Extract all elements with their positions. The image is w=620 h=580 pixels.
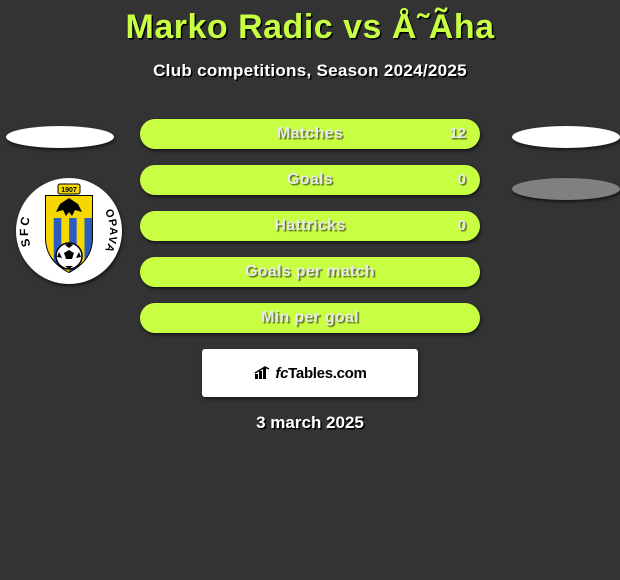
- stats-column: Matches 12 Goals 0 Hattricks 0 Goals per…: [140, 119, 480, 397]
- stat-label: Goals per match: [140, 257, 480, 287]
- fctables-brand-box[interactable]: fcTables.com: [202, 349, 418, 397]
- chart-icon: [253, 365, 273, 381]
- fctables-brand: fcTables.com: [253, 365, 366, 382]
- left-ellipse-1: [6, 126, 114, 148]
- page-title: Marko Radic vs Å˜Ãha: [0, 0, 620, 47]
- brand-text: Tables.com: [288, 365, 366, 382]
- svg-text:OPAVA: OPAVA: [102, 207, 119, 254]
- right-ellipse-2: [512, 178, 620, 200]
- stat-value-right: 0: [458, 211, 466, 241]
- stat-label: Hattricks: [140, 211, 480, 241]
- svg-text:SFC: SFC: [17, 214, 33, 249]
- page-root: Marko Radic vs Å˜Ãha Club competitions, …: [0, 0, 620, 580]
- badge-name-top: SFC: [17, 214, 33, 249]
- badge-name-bottom: OPAVA: [102, 207, 119, 254]
- right-ellipse-1: [512, 126, 620, 148]
- badge-year: 1907: [61, 187, 77, 194]
- stat-row-goals: Goals 0: [140, 165, 480, 195]
- footer-date: 3 march 2025: [0, 413, 620, 433]
- club-badge-left: 1907 SFC: [16, 178, 122, 284]
- stat-label: Matches: [140, 119, 480, 149]
- club-crest-icon: 1907 SFC: [16, 178, 122, 284]
- stat-row-hattricks: Hattricks 0: [140, 211, 480, 241]
- stat-value-right: 12: [449, 119, 466, 149]
- stat-row-matches: Matches 12: [140, 119, 480, 149]
- page-subtitle: Club competitions, Season 2024/2025: [0, 61, 620, 81]
- stat-row-mpg: Min per goal: [140, 303, 480, 333]
- stat-label: Goals: [140, 165, 480, 195]
- stat-label: Min per goal: [140, 303, 480, 333]
- stat-value-right: 0: [458, 165, 466, 195]
- stat-row-gpm: Goals per match: [140, 257, 480, 287]
